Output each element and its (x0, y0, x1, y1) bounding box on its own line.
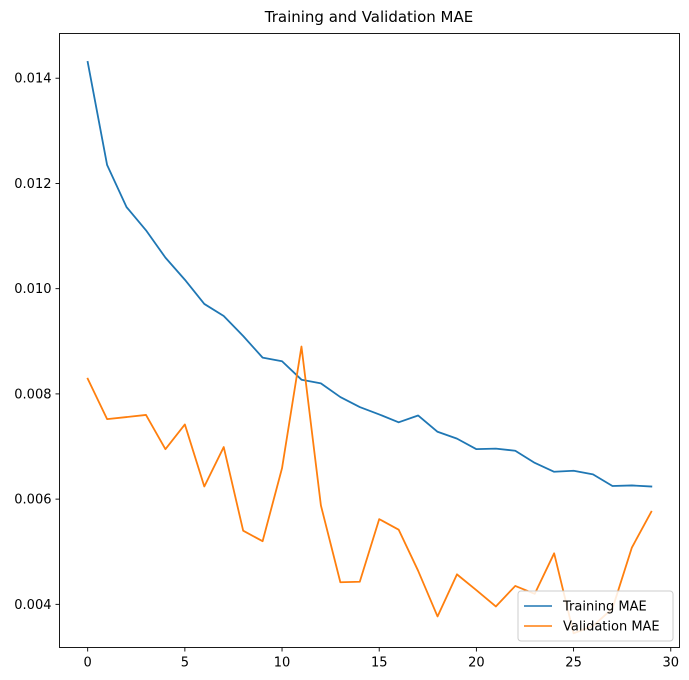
series-layer (86, 60, 653, 635)
x-tick-label: 0 (84, 656, 92, 671)
y-tick-label: 0.006 (14, 493, 51, 508)
y-tick-label: 0.008 (14, 387, 51, 402)
y-tick-label: 0.010 (14, 282, 51, 297)
x-tick-label: 5 (181, 656, 189, 671)
legend-label-validation: Validation MAE (563, 620, 660, 635)
x-tick-label: 20 (468, 656, 485, 671)
plot-area (59, 33, 680, 648)
x-tick-label: 15 (371, 656, 388, 671)
validation-mae-line (86, 345, 653, 635)
x-axis-ticks: 0 5 10 15 20 25 30 (84, 647, 679, 671)
x-tick-label: 25 (565, 656, 582, 671)
y-tick-label: 0.014 (14, 72, 51, 87)
legend-box (517, 590, 674, 642)
plot-frame (59, 33, 680, 648)
y-tick-label: 0.012 (14, 177, 51, 192)
y-tick-label: 0.004 (14, 598, 51, 613)
x-tick-label: 30 (662, 656, 679, 671)
y-axis-ticks: 0.004 0.006 0.008 0.010 0.012 0.014 (14, 72, 60, 613)
legend: Training MAE Validation MAE (517, 590, 674, 642)
x-tick-label: 10 (274, 656, 291, 671)
training-mae-line (86, 60, 653, 488)
chart-title: Training and Validation MAE (264, 8, 473, 26)
legend-label-training: Training MAE (562, 600, 647, 615)
